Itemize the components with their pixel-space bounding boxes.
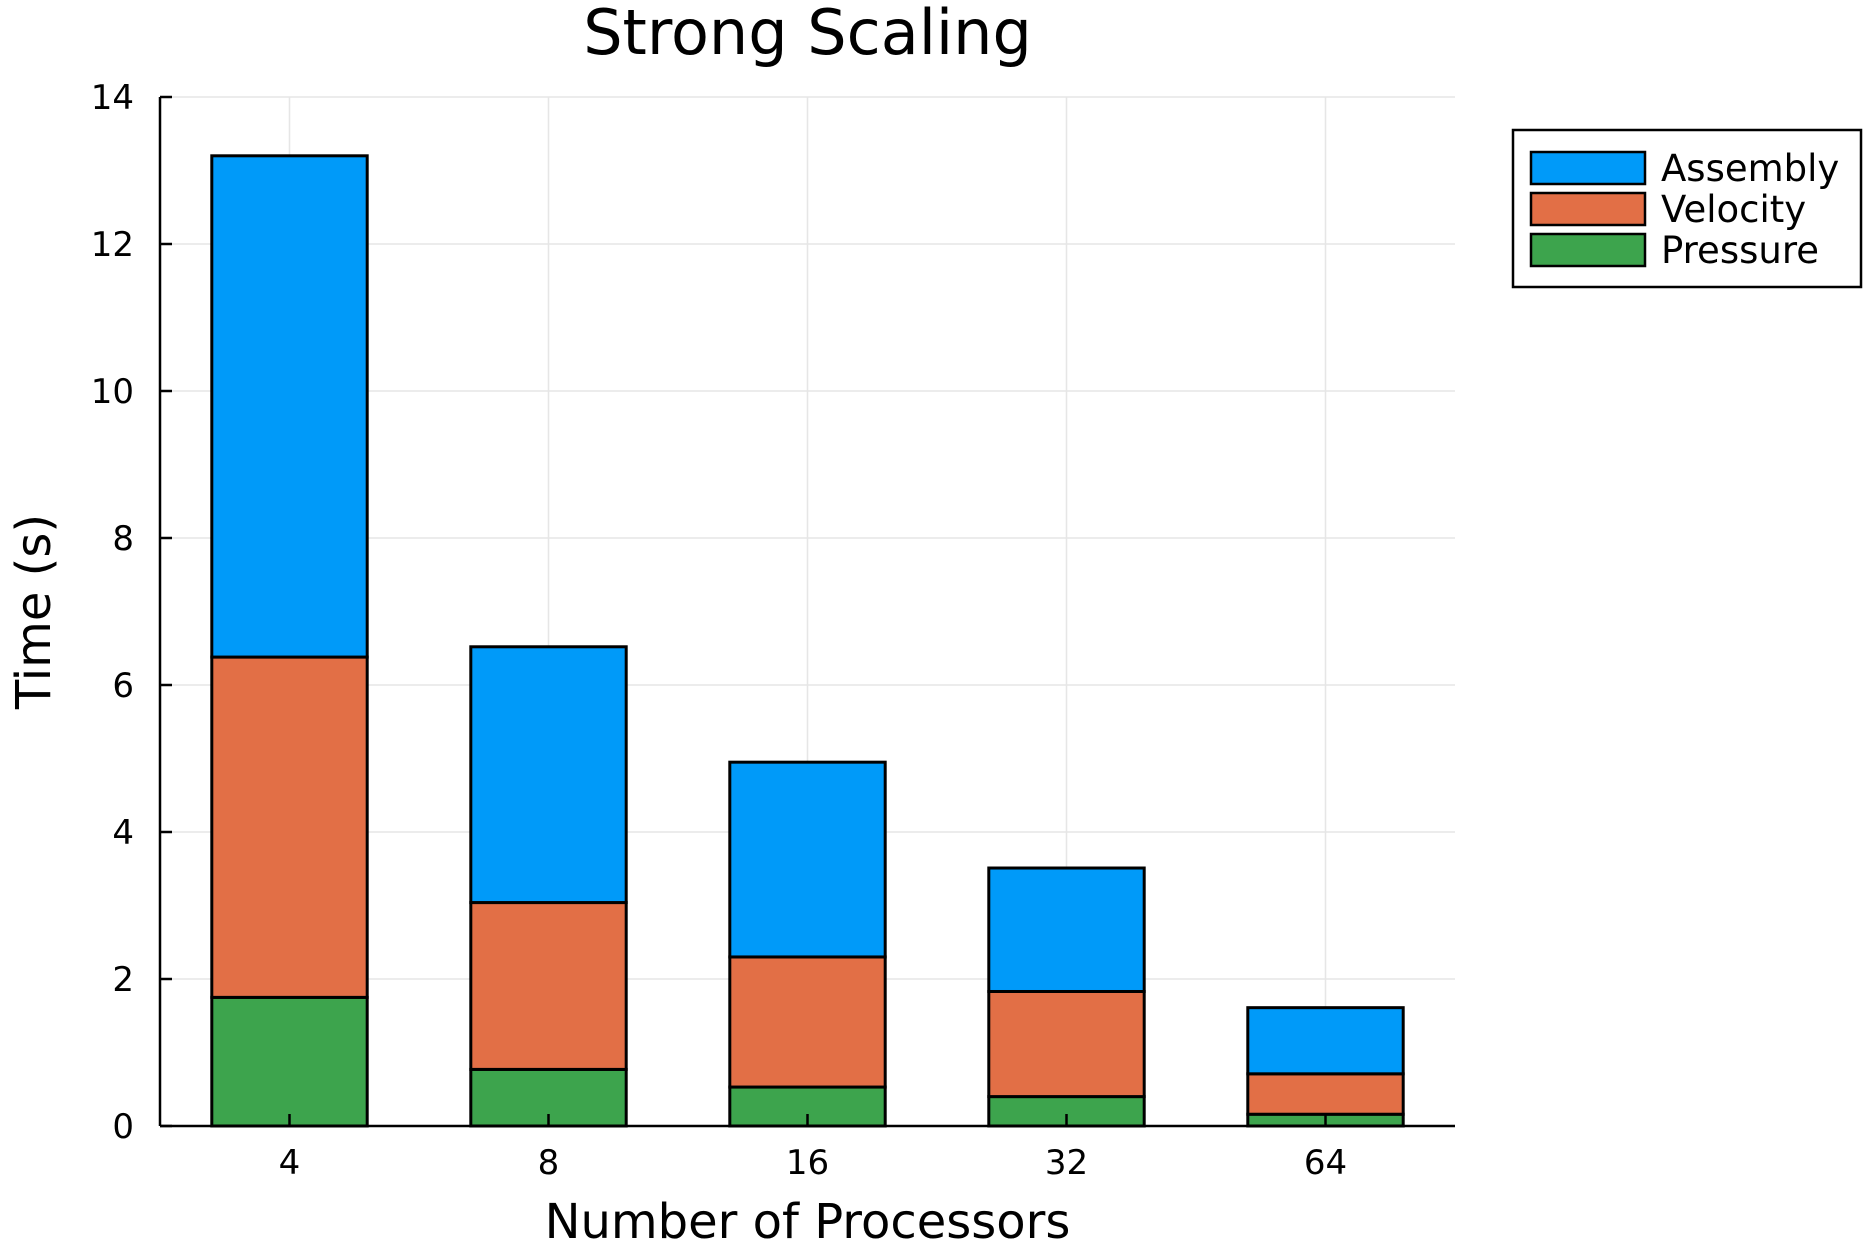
chart-title: Strong Scaling — [583, 0, 1032, 69]
bars — [210, 154, 1405, 1128]
y-tick-label: 14 — [91, 78, 134, 118]
x-tick-label: 32 — [1045, 1143, 1088, 1183]
bar-assembly-64 — [1246, 1006, 1405, 1076]
y-tick-label: 0 — [112, 1107, 134, 1147]
bar-velocity-16 — [728, 955, 887, 1089]
bar-velocity-32 — [987, 989, 1146, 1099]
bar-velocity-4 — [210, 655, 369, 999]
x-tick-label: 64 — [1304, 1143, 1347, 1183]
bar-assembly-16 — [728, 760, 887, 959]
y-tick-label: 8 — [112, 519, 134, 559]
y-tick-label: 10 — [91, 372, 134, 412]
x-tick-label: 8 — [538, 1143, 560, 1183]
y-tick-label: 2 — [112, 960, 134, 1000]
legend-swatch-velocity — [1529, 191, 1647, 227]
legend-swatch-pressure — [1529, 232, 1647, 268]
bar-pressure-4 — [210, 995, 369, 1128]
y-tick-label: 12 — [91, 225, 134, 265]
legend-label-velocity: Velocity — [1661, 188, 1806, 231]
y-axis-title: Time (s) — [6, 514, 62, 710]
x-tick-label: 16 — [786, 1143, 829, 1183]
legend-label-pressure: Pressure — [1661, 229, 1819, 272]
x-axis-title: Number of Processors — [545, 1194, 1071, 1250]
bar-assembly-4 — [210, 154, 369, 659]
bar-velocity-8 — [469, 901, 628, 1071]
legend-swatch-assembly — [1529, 150, 1647, 186]
bar-velocity-64 — [1246, 1072, 1405, 1116]
bar-assembly-8 — [469, 645, 628, 905]
y-tick-label: 6 — [112, 666, 134, 706]
grid-lines — [160, 96, 1455, 1127]
y-tick-label: 4 — [112, 813, 134, 853]
bar-assembly-32 — [987, 866, 1146, 993]
x-axis-ticks: 4 8 16 32 64 — [279, 1114, 1347, 1183]
y-axis-ticks: 0 2 4 6 8 10 12 14 — [91, 78, 172, 1147]
legend-label-assembly: Assembly — [1661, 147, 1839, 190]
x-tick-label: 4 — [279, 1143, 301, 1183]
